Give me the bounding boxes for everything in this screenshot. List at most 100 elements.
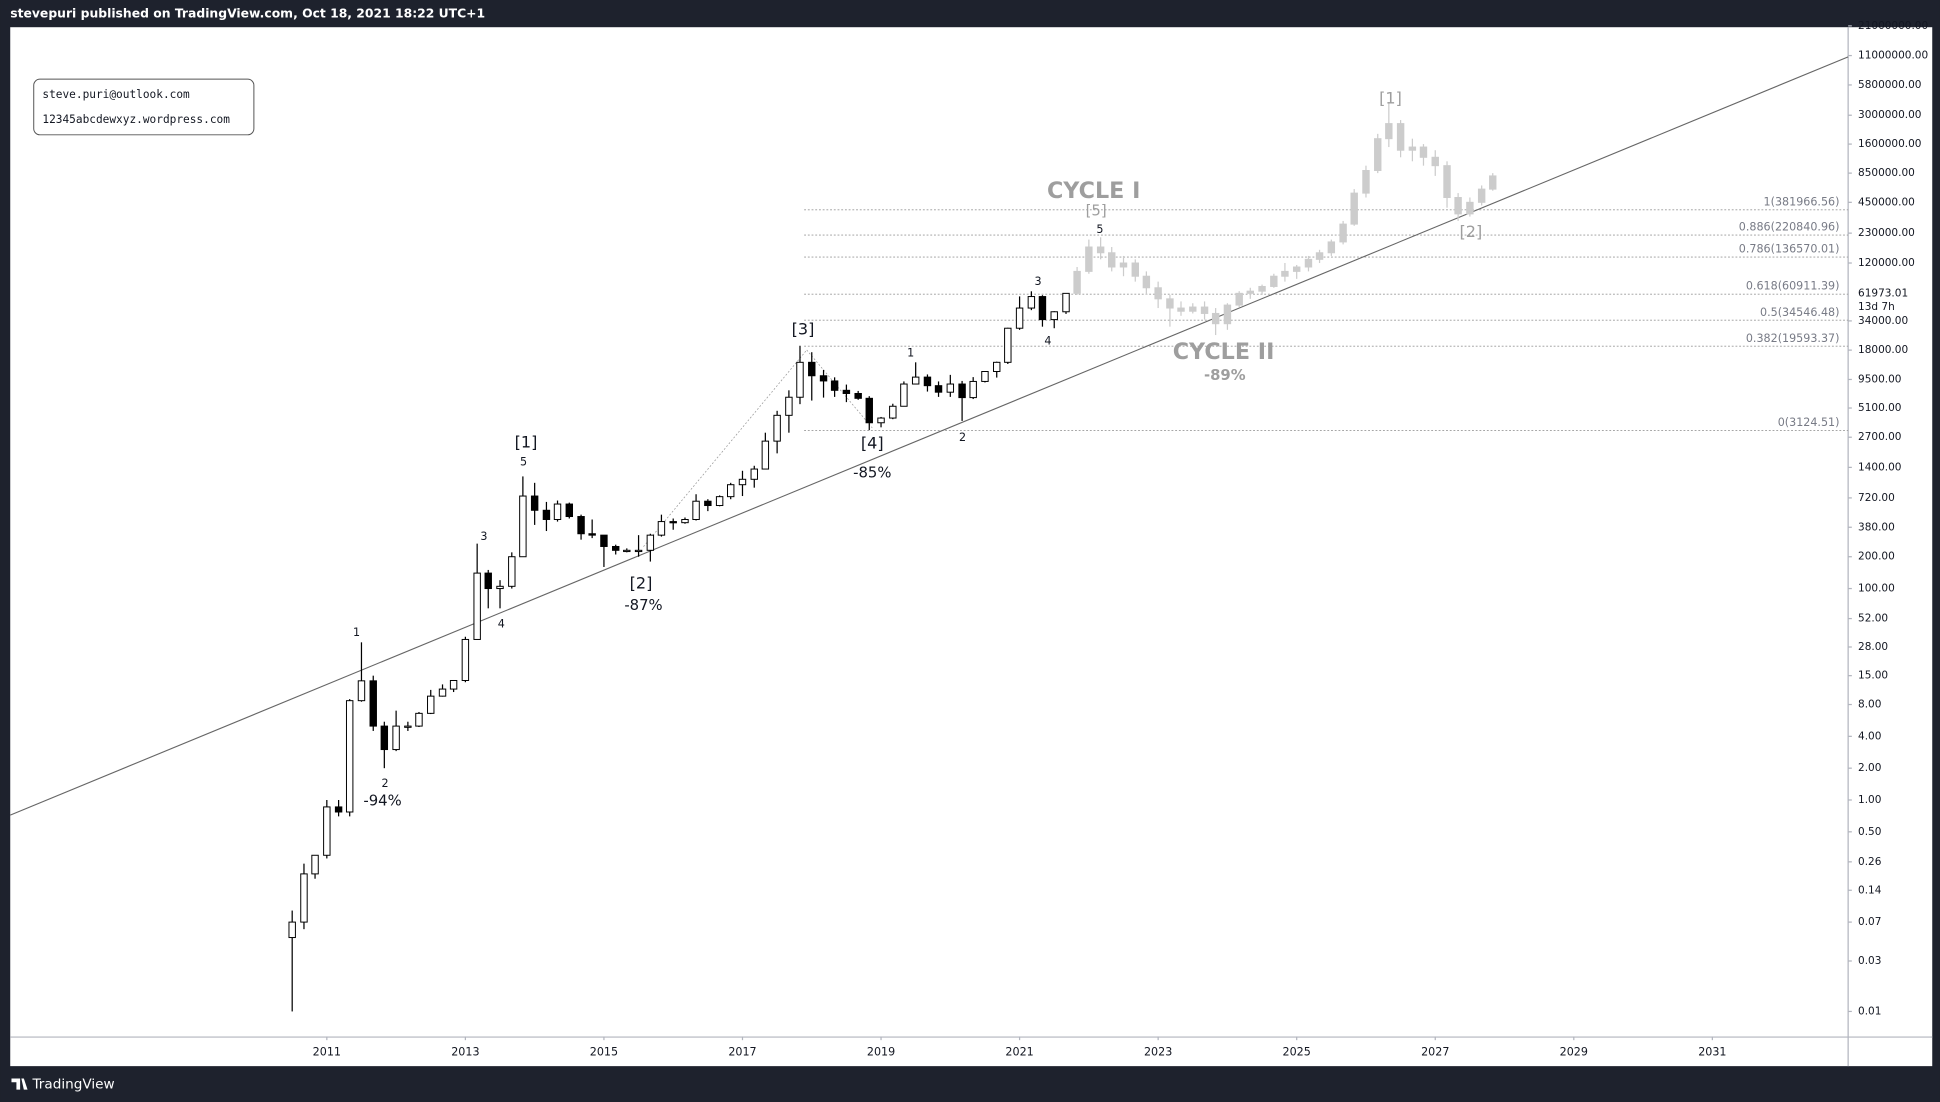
candle-body: [946, 383, 955, 393]
candle-body: [958, 383, 966, 399]
candle-body: [288, 921, 296, 939]
candle-body: [461, 638, 470, 681]
candle-body: [1062, 292, 1070, 313]
candle-body: [993, 361, 1001, 372]
candle-body: [669, 521, 677, 524]
candle-body: [553, 503, 562, 520]
candle-body: [1015, 307, 1024, 329]
candle-body: [1350, 192, 1358, 225]
candle-body: [726, 484, 735, 498]
y-tick-label: 0.50: [1858, 826, 1881, 838]
candle-body: [773, 414, 781, 442]
candle-body: [357, 680, 366, 702]
y-tick-label: 2.00: [1858, 762, 1881, 774]
x-tick-label: 2017: [728, 1046, 756, 1059]
candle-body: [427, 695, 435, 714]
candle-body: [1419, 146, 1428, 158]
countdown-label: 13d 7h: [1858, 301, 1895, 313]
candle-body: [1119, 262, 1128, 268]
y-tick-label: 4.00: [1858, 730, 1881, 742]
candle-body: [1466, 201, 1474, 215]
y-tick-label: 8.00: [1858, 699, 1881, 711]
candle-body: [1177, 307, 1185, 312]
wave-label: 4: [498, 618, 505, 631]
candle-body: [1374, 138, 1382, 171]
x-tick-label: 2019: [867, 1046, 895, 1059]
candle-body: [392, 725, 400, 751]
candle-body: [681, 518, 689, 524]
fib-label: 0(3124.51): [1778, 416, 1840, 429]
y-tick-label: 9500.00: [1858, 373, 1901, 385]
candle-body: [369, 680, 377, 727]
candle-body: [473, 572, 481, 640]
candle-body: [1339, 223, 1347, 243]
y-tick-label: 21000000.00: [1858, 20, 1928, 32]
candle-body: [300, 873, 308, 923]
candle-body: [530, 495, 539, 511]
y-tick-label: 0.07: [1858, 916, 1881, 928]
y-tick-label: 450000.00: [1858, 196, 1915, 208]
candle-body: [1027, 296, 1036, 309]
candle-body: [1489, 175, 1497, 190]
x-tick-label: 2025: [1283, 1046, 1311, 1059]
candle-body: [623, 549, 631, 553]
candle-body: [692, 500, 700, 520]
candle-body: [1073, 270, 1081, 294]
candle-body: [600, 534, 608, 547]
y-tick-label: 52.00: [1858, 613, 1888, 625]
candle-body: [565, 503, 574, 518]
candle-body: [404, 725, 412, 728]
candle-body: [854, 392, 862, 399]
fib-label: 0.382(19593.37): [1746, 332, 1840, 345]
x-tick-label: 2021: [1005, 1046, 1033, 1059]
candle-body: [484, 572, 492, 590]
x-tick-label: 2023: [1144, 1046, 1172, 1059]
candle-body: [646, 534, 655, 551]
x-tick-label: 2031: [1698, 1046, 1726, 1059]
wave-label: CYCLE II: [1173, 339, 1275, 365]
candle-body: [842, 389, 851, 394]
wave-label: [2]: [1460, 222, 1483, 241]
wave-label: CYCLE I: [1047, 178, 1140, 204]
candle-body: [1131, 262, 1139, 277]
candle-body: [1454, 196, 1462, 215]
wave-label: [1]: [1379, 88, 1402, 107]
candle-body: [750, 468, 758, 480]
candle-body: [1385, 123, 1393, 140]
candle-body: [1050, 311, 1058, 321]
candle-body: [519, 495, 527, 558]
chart-area: [10, 27, 1933, 1067]
candle-body: [1085, 246, 1093, 272]
wave-label: 3: [480, 530, 487, 543]
candle-body: [715, 496, 724, 507]
candle-body: [1315, 252, 1324, 260]
watermark-line: steve.puri@outlook.com: [42, 88, 190, 101]
y-tick-label: 1.00: [1858, 794, 1881, 806]
y-tick-label: 11000000.00: [1858, 50, 1928, 62]
candle-body: [1362, 170, 1370, 194]
fib-label: 0.618(60911.39): [1746, 280, 1840, 293]
y-tick-label: 18000.00: [1858, 344, 1908, 356]
candle-body: [1211, 312, 1220, 325]
candle-body: [1200, 306, 1209, 314]
candle-body: [969, 380, 977, 399]
candle-body: [738, 478, 747, 486]
candle-body: [1281, 270, 1289, 277]
candle-body: [380, 725, 389, 751]
y-tick-label: 3000000.00: [1858, 109, 1921, 121]
wave-label: [1]: [515, 432, 538, 451]
y-tick-label: 0.26: [1858, 856, 1882, 868]
candle-body: [496, 585, 504, 590]
candle-body: [900, 383, 908, 407]
candle-body: [1142, 275, 1151, 289]
candle-body: [1477, 188, 1486, 203]
candle-body: [1270, 275, 1278, 287]
candle-body: [1189, 306, 1197, 312]
candle-body: [923, 376, 932, 387]
candle-body: [311, 854, 319, 875]
y-tick-label: 200.00: [1858, 551, 1895, 563]
fib-label: 0.886(220840.96): [1739, 221, 1840, 234]
y-tick-label: 28.00: [1858, 641, 1888, 653]
y-tick-label: 1400.00: [1858, 461, 1901, 473]
